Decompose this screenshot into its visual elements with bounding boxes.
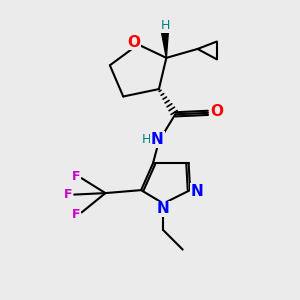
- Text: H: H: [142, 133, 151, 146]
- Polygon shape: [161, 31, 168, 58]
- Text: N: N: [157, 201, 170, 216]
- Text: F: F: [71, 170, 80, 183]
- Text: O: O: [127, 34, 140, 50]
- Text: N: N: [190, 184, 203, 199]
- Text: F: F: [64, 188, 73, 201]
- Text: H: H: [161, 19, 170, 32]
- Text: N: N: [151, 132, 164, 147]
- Text: O: O: [210, 104, 224, 119]
- Text: F: F: [71, 208, 80, 221]
